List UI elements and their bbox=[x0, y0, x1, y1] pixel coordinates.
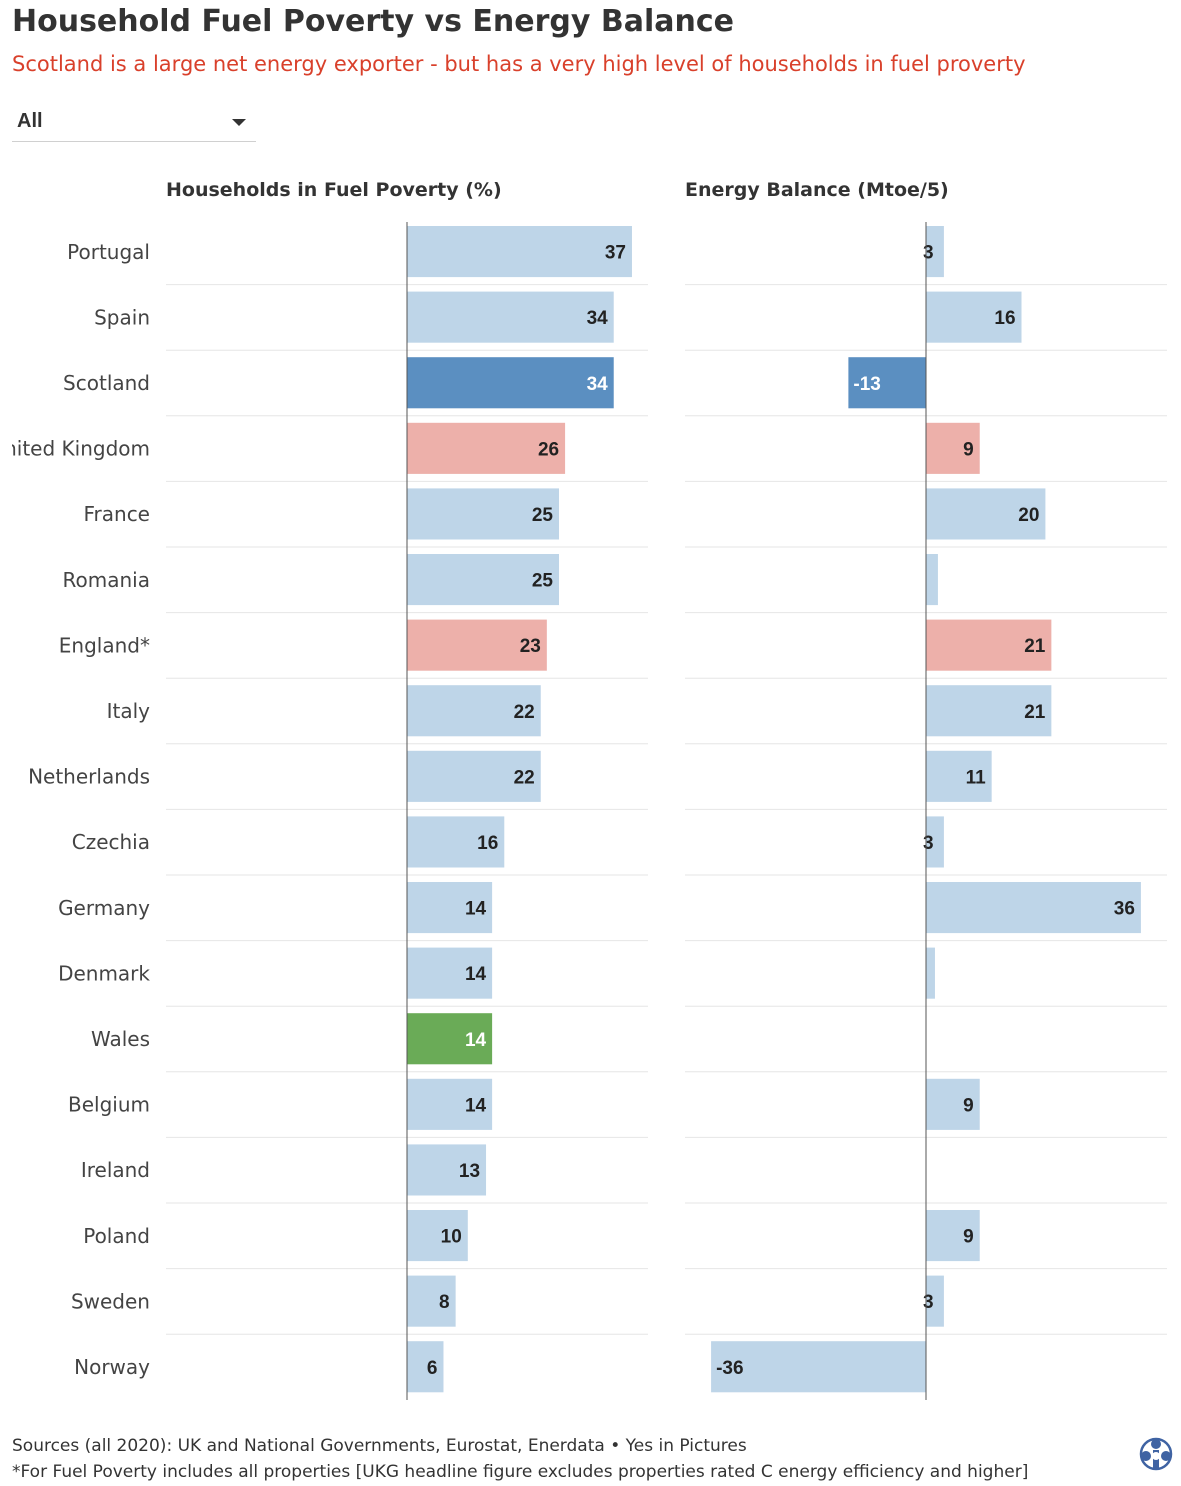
data-label-belgium: 14 bbox=[465, 1095, 487, 1116]
data-label-spain: 34 bbox=[587, 308, 609, 329]
row-label-romania: Romania bbox=[63, 568, 150, 592]
data-label-sweden: 8 bbox=[439, 1292, 450, 1313]
data-label-italy: 21 bbox=[1024, 702, 1046, 723]
data-label-romania: 25 bbox=[532, 571, 554, 592]
sources-note: Sources (all 2020): UK and National Gove… bbox=[12, 1436, 747, 1456]
data-label-sweden: 3 bbox=[923, 1292, 934, 1313]
bar-romania-fuel-poverty[interactable] bbox=[407, 554, 559, 606]
row-label-ireland: Ireland bbox=[81, 1158, 150, 1182]
bar-spain-fuel-poverty[interactable] bbox=[407, 291, 614, 343]
bar-belgium-energy-balance[interactable] bbox=[926, 1078, 980, 1130]
bar-france-energy-balance[interactable] bbox=[926, 488, 1046, 540]
data-label-netherlands: 22 bbox=[514, 767, 535, 788]
bar-united-kingdom-energy-balance[interactable] bbox=[926, 422, 980, 474]
bar-sweden-energy-balance[interactable] bbox=[926, 1275, 944, 1327]
bar-england-fuel-poverty[interactable] bbox=[407, 619, 547, 671]
chevron-down-icon[interactable] bbox=[232, 119, 246, 126]
panel-title: Households in Fuel Poverty (%) bbox=[166, 179, 502, 201]
row-label-wales: Wales bbox=[91, 1027, 150, 1051]
data-label-united-kingdom: 26 bbox=[538, 439, 559, 460]
data-label-scotland: -13 bbox=[853, 374, 880, 395]
row-label-denmark: Denmark bbox=[58, 961, 150, 985]
data-label-netherlands: 11 bbox=[966, 767, 987, 788]
row-label-czechia: Czechia bbox=[72, 830, 150, 854]
row-label-sweden: Sweden bbox=[71, 1289, 150, 1313]
bar-czechia-fuel-poverty[interactable] bbox=[407, 816, 505, 868]
data-label-england: 21 bbox=[1024, 636, 1046, 657]
row-label-norway: Norway bbox=[74, 1355, 150, 1379]
bar-wales-fuel-poverty[interactable] bbox=[407, 1013, 493, 1065]
bar-england-energy-balance[interactable] bbox=[926, 619, 1052, 671]
row-label-scotland: Scotland bbox=[63, 371, 150, 395]
row-label-germany: Germany bbox=[58, 896, 150, 920]
data-label-italy: 22 bbox=[514, 702, 535, 723]
data-label-belgium: 9 bbox=[963, 1095, 974, 1116]
panel-title: Energy Balance (Mtoe/5) bbox=[685, 179, 949, 201]
bar-germany-energy-balance[interactable] bbox=[926, 882, 1141, 934]
bar-italy-fuel-poverty[interactable] bbox=[407, 685, 541, 737]
data-label-norway: 6 bbox=[427, 1358, 438, 1379]
data-label-poland: 10 bbox=[441, 1227, 462, 1248]
bar-poland-energy-balance[interactable] bbox=[926, 1210, 980, 1262]
row-label-england: England* bbox=[59, 633, 150, 657]
bar-france-fuel-poverty[interactable] bbox=[407, 488, 559, 540]
bar-portugal-energy-balance[interactable] bbox=[926, 226, 944, 278]
data-label-czechia: 3 bbox=[923, 833, 934, 854]
bar-scotland-fuel-poverty[interactable] bbox=[407, 357, 614, 409]
data-label-wales: 14 bbox=[465, 1030, 487, 1051]
bar-united-kingdom-fuel-poverty[interactable] bbox=[407, 422, 566, 474]
bar-scotland-energy-balance[interactable] bbox=[848, 357, 926, 409]
bar-denmark-fuel-poverty[interactable] bbox=[407, 947, 493, 999]
bar-germany-fuel-poverty[interactable] bbox=[407, 882, 493, 934]
bar-denmark-energy-balance[interactable] bbox=[926, 947, 935, 999]
bar-romania-energy-balance[interactable] bbox=[926, 554, 938, 606]
bar-ireland-fuel-poverty[interactable] bbox=[407, 1144, 487, 1196]
bar-spain-energy-balance[interactable] bbox=[926, 291, 1022, 343]
bar-netherlands-fuel-poverty[interactable] bbox=[407, 750, 541, 802]
row-label-united-kingdom: United Kingdom bbox=[0, 437, 150, 461]
bar-poland-fuel-poverty[interactable] bbox=[407, 1210, 468, 1262]
data-label-norway: -36 bbox=[716, 1358, 743, 1379]
country-filter-dropdown[interactable]: All bbox=[12, 104, 256, 142]
chart-title: Household Fuel Poverty vs Energy Balance bbox=[12, 4, 734, 39]
row-label-poland: Poland bbox=[83, 1224, 150, 1248]
data-label-ireland: 13 bbox=[459, 1161, 480, 1182]
row-label-spain: Spain bbox=[94, 305, 150, 329]
data-label-england: 23 bbox=[520, 636, 541, 657]
bar-belgium-fuel-poverty[interactable] bbox=[407, 1078, 493, 1130]
data-label-germany: 14 bbox=[465, 899, 487, 920]
chart-subtitle: Scotland is a large net energy exporter … bbox=[12, 52, 1026, 76]
data-label-poland: 9 bbox=[963, 1227, 974, 1248]
data-label-czechia: 16 bbox=[477, 833, 498, 854]
data-label-denmark: 14 bbox=[465, 964, 487, 985]
row-label-france: France bbox=[83, 502, 150, 526]
bar-netherlands-energy-balance[interactable] bbox=[926, 750, 992, 802]
row-label-belgium: Belgium bbox=[68, 1093, 150, 1117]
row-label-portugal: Portugal bbox=[67, 240, 150, 264]
data-label-spain: 16 bbox=[994, 308, 1015, 329]
data-label-france: 25 bbox=[532, 505, 554, 526]
bar-portugal-fuel-poverty[interactable] bbox=[407, 226, 632, 278]
bar-sweden-fuel-poverty[interactable] bbox=[407, 1275, 456, 1327]
data-label-scotland: 34 bbox=[587, 374, 609, 395]
bar-norway-fuel-poverty[interactable] bbox=[407, 1341, 444, 1393]
data-label-portugal: 3 bbox=[923, 243, 934, 264]
row-label-italy: Italy bbox=[107, 699, 151, 723]
dropdown-selected-value: All bbox=[17, 110, 43, 132]
footnote: *For Fuel Poverty includes all propertie… bbox=[12, 1462, 1029, 1482]
data-label-portugal: 37 bbox=[605, 243, 626, 264]
bar-czechia-energy-balance[interactable] bbox=[926, 816, 944, 868]
data-label-united-kingdom: 9 bbox=[963, 439, 974, 460]
bar-norway-energy-balance[interactable] bbox=[711, 1341, 926, 1393]
logo-icon bbox=[1139, 1437, 1173, 1471]
data-label-france: 20 bbox=[1018, 505, 1039, 526]
fuel-poverty-energy-balance-chart: Households in Fuel Poverty (%) Energy Bal… bbox=[0, 179, 1167, 1400]
row-label-netherlands: Netherlands bbox=[28, 765, 150, 789]
data-label-germany: 36 bbox=[1114, 899, 1135, 920]
bar-italy-energy-balance[interactable] bbox=[926, 685, 1052, 737]
